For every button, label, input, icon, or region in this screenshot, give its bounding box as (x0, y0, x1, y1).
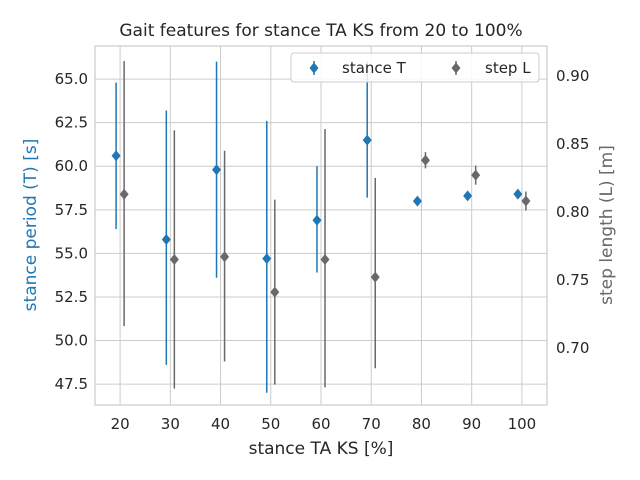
right-y-tick-label: 0.70 (556, 339, 589, 357)
step-point (471, 169, 481, 181)
step-point (521, 195, 531, 207)
right-y-tick-label: 0.80 (556, 203, 589, 221)
stance-point (312, 214, 322, 226)
x-tick-label: 50 (261, 415, 280, 433)
stance-point (513, 188, 523, 200)
step-point (420, 154, 430, 166)
stance-point (161, 233, 171, 245)
x-tick-label: 20 (111, 415, 130, 433)
x-tick-label: 90 (462, 415, 481, 433)
step-point (270, 286, 280, 298)
chart-title: Gait features for stance TA KS from 20 t… (119, 21, 522, 41)
step-point (220, 251, 230, 263)
right-y-tick-label: 0.85 (556, 135, 589, 153)
step-point (320, 253, 330, 265)
left-y-tick-label: 62.5 (55, 114, 88, 132)
right-y-tick-label: 0.75 (556, 271, 589, 289)
left-y-axis-title: stance period (T) [s] (21, 139, 41, 312)
right-y-tick-label: 0.90 (556, 67, 589, 85)
right-y-tick-labels: 0.70 0.75 0.80 0.85 0.90 (556, 67, 589, 357)
legend-step-label: step L (485, 59, 531, 77)
left-y-tick-label: 60.0 (55, 157, 88, 175)
x-tick-label: 80 (412, 415, 431, 433)
legend-step-marker (451, 62, 461, 74)
legend: stance T step L (290, 52, 540, 83)
stance-point (212, 164, 222, 176)
step-point (370, 271, 380, 283)
step-point (169, 253, 179, 265)
series-layer (111, 60, 531, 393)
x-tick-labels: 20 30 40 50 60 70 80 90 100 (111, 415, 537, 433)
x-tick-label: 60 (311, 415, 330, 433)
stance-point (412, 195, 422, 207)
stance-point (111, 150, 121, 162)
left-y-tick-label: 52.5 (55, 288, 88, 306)
x-tick-label: 100 (508, 415, 537, 433)
left-y-tick-label: 50.0 (55, 332, 88, 350)
plot-frame (94, 45, 548, 406)
x-tick-label: 40 (211, 415, 230, 433)
stance-point (262, 253, 272, 265)
x-tick-label: 30 (161, 415, 180, 433)
legend-stance-marker (309, 62, 319, 74)
left-y-tick-labels: 47.5 50.0 52.5 55.0 57.5 60.0 62.5 65.0 (55, 70, 88, 393)
grid (95, 46, 547, 405)
right-y-axis-title: step length (L) [m] (597, 145, 617, 305)
stance-point (362, 134, 372, 146)
left-y-tick-label: 55.0 (55, 244, 88, 262)
x-axis-title: stance TA KS [%] (249, 439, 394, 459)
legend-box (290, 52, 540, 83)
x-tick-label: 70 (362, 415, 381, 433)
left-y-tick-label: 57.5 (55, 201, 88, 219)
left-y-tick-label: 65.0 (55, 70, 88, 88)
step-point (119, 188, 129, 200)
left-y-tick-label: 47.5 (55, 375, 88, 393)
stance-point (463, 190, 473, 202)
legend-stance-label: stance T (342, 59, 407, 77)
